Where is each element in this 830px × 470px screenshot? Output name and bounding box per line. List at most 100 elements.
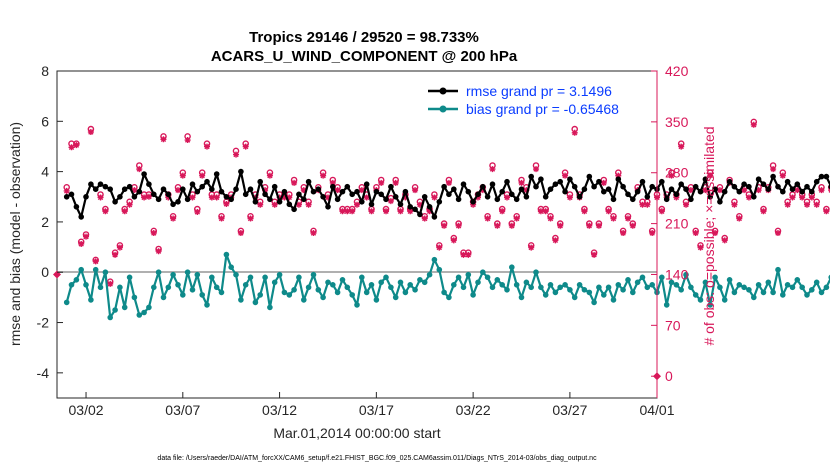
bias-point	[238, 297, 244, 303]
bias-point	[576, 282, 583, 288]
obs-assimilated-point	[779, 172, 786, 179]
bias-point	[436, 266, 443, 273]
rmse-point	[349, 191, 356, 198]
x-tick-label: 03/12	[262, 402, 297, 418]
rmse-point	[88, 181, 94, 187]
bias-point	[242, 282, 249, 288]
bias-point	[692, 292, 699, 298]
rmse-point	[92, 186, 99, 192]
rmse-point	[310, 188, 317, 195]
bias-point	[804, 292, 810, 298]
bias-point	[146, 304, 152, 311]
rmse-point	[499, 188, 506, 195]
rmse-point	[136, 188, 143, 195]
obs-assimilated-point	[174, 187, 181, 194]
obs-assimilated-point	[378, 179, 385, 186]
obs-assimilated-point	[508, 222, 515, 229]
bias-point	[136, 312, 143, 318]
bias-point	[509, 264, 515, 271]
legend: rmse grand pr = 3.1496 bias grand pr = -…	[428, 83, 619, 117]
obs-assimilated-point	[639, 201, 646, 208]
obs-assimilated-point	[745, 194, 752, 201]
bias-point	[160, 294, 167, 301]
obs-assimilated-point	[707, 172, 714, 179]
bias-point	[523, 279, 530, 286]
bias-point	[170, 271, 176, 278]
rmse-point	[63, 194, 70, 200]
bias-point	[155, 269, 162, 276]
obs-assimilated-point	[741, 187, 748, 194]
obs-assimilated-point	[624, 215, 631, 222]
rmse-point	[305, 178, 312, 185]
rmse-point	[102, 183, 109, 190]
obs-assimilated-point	[92, 258, 99, 265]
rmse-point	[465, 188, 472, 195]
rmse-point	[233, 186, 239, 192]
obs-assimilated-point	[547, 215, 554, 222]
right-y-tick-label: 420	[665, 63, 689, 79]
bias-point	[218, 289, 225, 296]
obs-assimilated-point	[450, 237, 457, 244]
x-axis-ticks: 03/02 03/07 03/12 03/17 03/22 03/27 04/01	[69, 392, 675, 418]
obs-assimilated-point	[121, 208, 128, 215]
obs-assimilated-point	[513, 215, 520, 222]
rmse-point	[388, 183, 394, 190]
bias-point	[707, 302, 713, 308]
rmse-point	[194, 188, 201, 195]
x-tick-label: 03/02	[69, 402, 104, 418]
bias-point	[818, 289, 825, 296]
bias-point	[344, 284, 351, 291]
obs-assimilated-point	[499, 208, 506, 215]
rmse-point	[170, 201, 176, 208]
obs-assimilated-point	[542, 208, 549, 215]
rmse-point	[518, 186, 525, 192]
obs-assimilated-point	[112, 251, 119, 258]
bias-point	[813, 279, 820, 286]
bias-point	[678, 287, 684, 293]
rmse-point	[301, 196, 307, 203]
obs-assimilated-point	[436, 244, 443, 251]
bias-point	[809, 287, 815, 293]
obs-assimilated-point	[184, 137, 191, 144]
rmse-point	[421, 194, 428, 200]
obs-assimilated-point	[68, 144, 75, 151]
rmse-point	[586, 173, 593, 180]
rmse-point	[789, 186, 796, 192]
rmse-point	[571, 183, 578, 190]
obs-assimilated-point	[712, 230, 719, 237]
bias-point	[165, 284, 172, 291]
bias-point	[73, 277, 80, 283]
bias-point	[688, 284, 694, 291]
obs-assimilated-point	[644, 201, 651, 208]
bias-point	[736, 282, 743, 288]
bias-point	[315, 287, 322, 293]
bias-point	[823, 284, 830, 291]
bias-point	[630, 289, 636, 296]
rmse-point	[533, 183, 539, 190]
bias-point	[673, 282, 680, 288]
right-y-tick-label: 210	[665, 216, 689, 232]
bias-point	[131, 294, 138, 301]
obs-assimilated-point	[760, 208, 767, 215]
rmse-point	[204, 178, 210, 185]
bias-point	[107, 314, 113, 321]
rmse-point	[107, 186, 113, 192]
bias-point	[92, 266, 99, 273]
rmse-point	[451, 186, 457, 192]
rmse-point	[794, 181, 801, 187]
obs-assimilated-point	[494, 222, 501, 229]
rmse-point	[712, 186, 718, 192]
rmse-point	[334, 196, 341, 203]
bias-point	[451, 282, 457, 288]
bias-point	[359, 274, 365, 281]
bias-point	[189, 287, 196, 293]
obs-assimilated-point	[87, 129, 94, 136]
rmse-point	[673, 191, 680, 198]
obs-assimilated-point	[784, 201, 791, 208]
obs-assimilated-point	[300, 187, 307, 194]
bias-point	[83, 282, 89, 288]
rmse-point	[625, 191, 631, 198]
rmse-point	[271, 183, 278, 190]
bias-point	[402, 289, 409, 296]
left-y-tick-label: 8	[41, 63, 49, 79]
